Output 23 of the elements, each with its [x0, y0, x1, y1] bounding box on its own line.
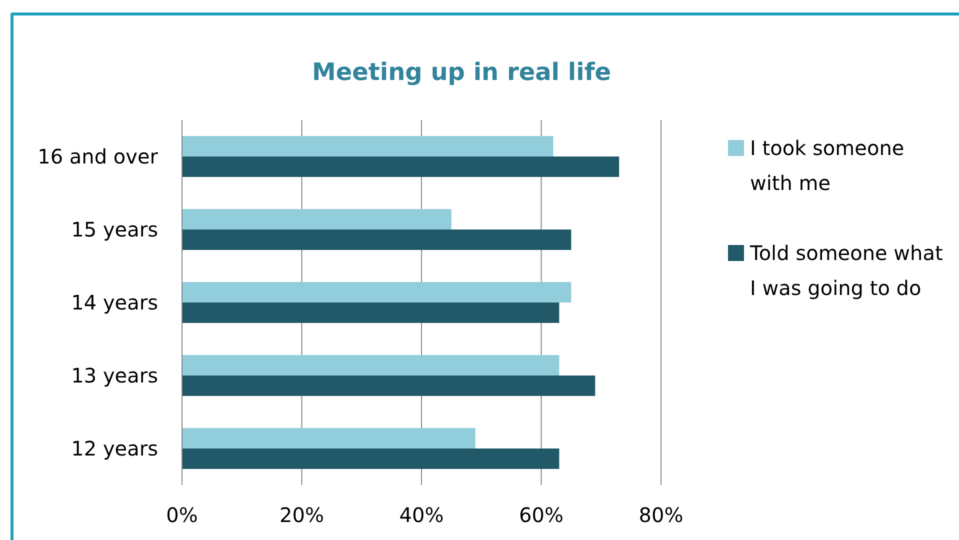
- y-tick-label: 13 years: [71, 364, 158, 388]
- bar: [182, 209, 452, 230]
- bar: [182, 428, 476, 448]
- bar: [182, 355, 560, 376]
- x-tick-label: 20%: [280, 503, 324, 527]
- bar: [182, 156, 620, 177]
- bar: [182, 136, 554, 156]
- x-tick-label: 80%: [638, 503, 684, 527]
- legend-label: I took someone with me: [750, 136, 904, 195]
- y-tick-label: 16 and over: [38, 144, 159, 168]
- x-tick-label: 40%: [399, 503, 444, 527]
- x-tick-label: 60%: [519, 503, 564, 527]
- chart-title: Meeting up in real life: [312, 58, 612, 86]
- x-tick-label: 0%: [166, 503, 198, 527]
- y-tick-label: 14 years: [71, 290, 158, 314]
- bar: [182, 448, 560, 469]
- bar: [182, 302, 560, 323]
- bar: [182, 376, 596, 396]
- y-tick-label: 12 years: [71, 436, 158, 460]
- y-tick-label: 15 years: [71, 218, 158, 242]
- bar: [182, 230, 572, 250]
- legend-label: Told someone what I was going to do: [749, 241, 943, 300]
- bar: [182, 282, 572, 302]
